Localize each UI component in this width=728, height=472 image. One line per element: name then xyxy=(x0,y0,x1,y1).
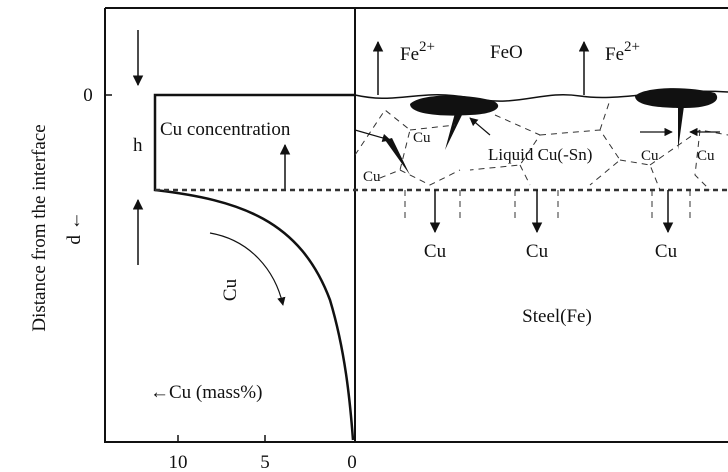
y-axis-label: Distance from the interface xyxy=(29,124,50,331)
steel-label: Steel(Fe) xyxy=(522,306,592,327)
h-label: h xyxy=(133,135,143,156)
cu-small: Cu xyxy=(641,148,659,164)
x-tick: 5 xyxy=(260,452,270,472)
curve-label: Cu xyxy=(220,278,241,301)
cu-diffusion: Cu xyxy=(655,241,678,262)
oxide-label: FeO xyxy=(490,42,523,63)
y-axis-symbol: d ← xyxy=(64,211,85,244)
concentration-label: Cu concentration xyxy=(160,119,291,140)
liquid-label: Liquid Cu(-Sn) xyxy=(488,145,592,164)
ion-charge: 2+ xyxy=(419,39,435,55)
cu-diffusion: Cu xyxy=(424,241,447,262)
arrows xyxy=(355,42,720,232)
x-tick: 10 xyxy=(169,452,188,472)
ion-base: Fe xyxy=(605,44,624,65)
x-axis-label: ←Cu (mass%) xyxy=(150,382,262,403)
diagram: Distance from the interface d ← 0 10 5 0… xyxy=(0,0,728,472)
ion-charge: 2+ xyxy=(624,39,640,55)
cu-diffusion: Cu xyxy=(526,241,549,262)
ion-label: Fe2+ xyxy=(400,39,435,65)
x-tick: 0 xyxy=(347,452,357,472)
ion-label: Fe2+ xyxy=(605,39,640,65)
scale-surface xyxy=(355,88,728,150)
cu-small: Cu xyxy=(363,169,381,185)
ion-base: Fe xyxy=(400,44,419,65)
cu-small: Cu xyxy=(413,130,431,146)
cu-small: Cu xyxy=(697,148,715,164)
concentration-profile xyxy=(138,30,355,440)
y-tick: 0 xyxy=(83,85,93,106)
frame xyxy=(105,8,728,442)
